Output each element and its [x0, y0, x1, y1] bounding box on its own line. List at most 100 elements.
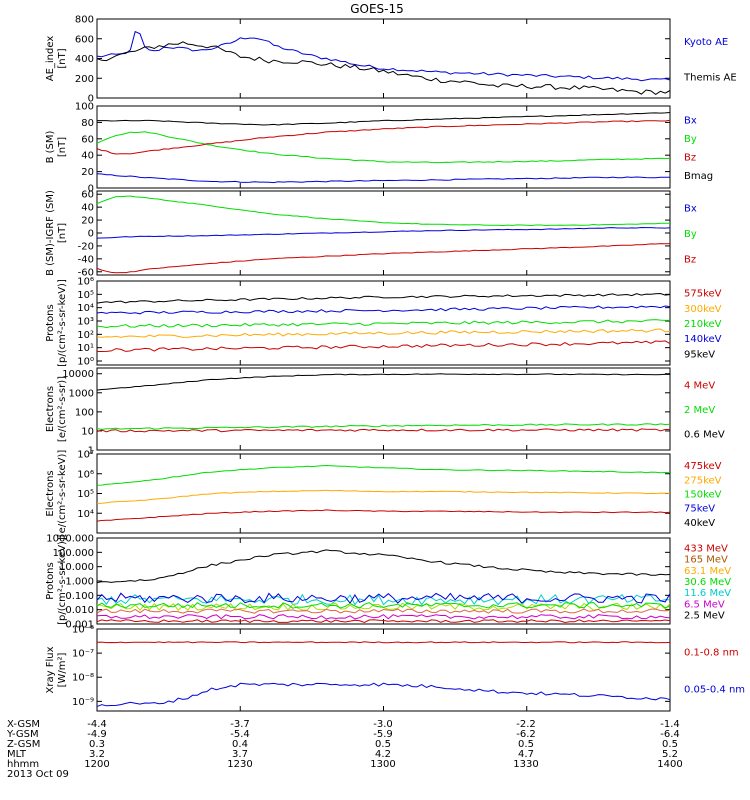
legend-label: 40keV — [684, 518, 715, 529]
panel-frame — [96, 537, 671, 625]
panel-protons1: 10⁰ 10¹ 10² 10³ 10⁴ 10⁵ 10⁶ Protons [p/(cm²-s-sr… — [45, 277, 722, 368]
y-tick-label: 80 — [81, 118, 94, 129]
panel-ae: 0 200 400 600 800 AE_index [nT] Kyoto AE Themis … — [45, 15, 737, 105]
footer-value: 4.7 — [518, 749, 534, 760]
legend-label: 210keV — [684, 319, 722, 330]
footer-row-label: X-GSM — [7, 719, 40, 730]
y-tick-label: 10.000 — [59, 562, 94, 573]
y-tick-label: 400 — [75, 54, 94, 65]
y-tick-label: 40 — [81, 151, 94, 162]
y-axis-label: Electrons — [45, 386, 56, 432]
y-tick-label: 10⁶ — [77, 469, 94, 480]
y-axis-label: AE_index — [45, 36, 56, 82]
y-tick-label: 10¹ — [77, 343, 94, 354]
footer-value: -5.4 — [230, 729, 250, 740]
footer-value: -6.4 — [660, 729, 680, 740]
panel-xray: 10⁻⁹ 10⁻⁸ 10⁻⁷ 10⁻⁶ Xray Flux [W/m²] 0.1-0.8 n… — [45, 625, 745, 712]
y-axis-label: B (SM) — [45, 130, 56, 163]
series-line-by — [96, 195, 670, 227]
footer-value: 0.4 — [232, 739, 248, 750]
legend-label: 0.6 MeV — [684, 430, 725, 441]
series-line-75kev — [96, 489, 671, 505]
y-tick-label: 0 — [88, 229, 94, 240]
panel-protons2: 0.001 0.010 0.100 1.000 10.000 100.000 1000.00… — [45, 534, 731, 631]
series-line-433b — [96, 619, 671, 624]
y-tick-label: 100 — [75, 407, 94, 418]
y-tick-label: 0 — [88, 94, 94, 105]
legend-label: Bz — [684, 254, 696, 265]
y-tick-label: 10⁻⁸ — [72, 673, 94, 684]
y-tick-label: 0.100 — [65, 591, 94, 602]
y-tick-label: 10⁻⁹ — [72, 697, 94, 708]
y-tick-label: 100.000 — [53, 548, 94, 559]
y-axis-label: B (SM)-IGRF (SM) — [45, 190, 56, 276]
series-line-140kev — [96, 328, 671, 338]
footer-date: 2013 Oct 09 — [7, 769, 69, 780]
series-line-bz — [96, 119, 671, 155]
y-tick-label: 10⁻⁷ — [72, 649, 94, 660]
y-axis-unit: [nT] — [57, 137, 68, 157]
y-tick-label: 1000.000 — [46, 534, 94, 545]
y-tick-label: 40 — [81, 203, 94, 214]
y-tick-label: 0 — [88, 184, 94, 195]
series-line-433-mev — [96, 614, 671, 620]
legend-label: By — [684, 229, 697, 240]
legend-label: 6.5 MeV — [684, 599, 725, 610]
y-tick-label: 200 — [75, 74, 94, 85]
series-line-150kev — [96, 509, 671, 522]
footer-value: 0.5 — [375, 739, 391, 750]
legend-label: 63.1 MeV — [684, 566, 731, 577]
panel-frame — [96, 367, 671, 451]
series-line-2-5-mev — [96, 549, 671, 584]
series-line-4-mev — [96, 428, 671, 433]
y-tick-label: 800 — [75, 15, 94, 26]
footer-value: -3.7 — [230, 719, 250, 730]
series-line-210kev — [96, 319, 671, 329]
y-tick-label: 1.000 — [65, 577, 94, 588]
series-line-bmag — [97, 112, 671, 126]
legend-label: 11.6 MeV — [684, 588, 731, 599]
panel-bigrf: -60 -40 -200 20 40 60 B (SM)-IGRF (SM) [nT] Bx By… — [45, 190, 697, 279]
footer-value: -4.9 — [87, 729, 107, 740]
series-line-6-5-mev — [96, 593, 671, 606]
y-axis-unit: [W/m²] — [57, 652, 68, 687]
y-tick-label: 10⁰ — [77, 357, 94, 368]
footer-value: -4.4 — [87, 719, 107, 730]
series-line-by — [96, 131, 671, 164]
y-tick-label: 100 — [75, 102, 94, 113]
y-axis-unit: [e/(cm²-s-sr-keV)] — [57, 450, 68, 538]
legend-label: Kyoto AE — [684, 37, 728, 48]
y-tick-label: 10⁷ — [77, 450, 94, 461]
legend-label: 2.5 MeV — [684, 610, 725, 621]
series-line-kyoto-ae — [96, 30, 671, 82]
series-line-300kev — [96, 305, 671, 315]
footer-row-label: Z-GSM — [7, 739, 40, 750]
y-tick-label: 10⁻⁶ — [72, 625, 94, 636]
y-tick-label: -60 — [78, 267, 94, 278]
legend-label: Themis AE — [683, 72, 737, 83]
y-tick-label: 10000 — [62, 369, 94, 380]
series-line-11-6-mev — [96, 592, 671, 604]
legend-label: 0.05-0.4 nm — [684, 685, 745, 696]
series-line-bx — [96, 173, 671, 184]
y-tick-label: 10⁵ — [77, 290, 94, 301]
y-tick-label: 0.010 — [65, 605, 94, 616]
series-line-0-6-mev — [96, 373, 671, 391]
y-axis-unit: [nT] — [57, 48, 68, 68]
series-line-95kev — [97, 340, 671, 352]
footer-value: 1300 — [370, 759, 395, 770]
series-line-575kev — [96, 292, 671, 304]
y-axis-unit: [p/(cm²-s-sr-keV)] — [57, 537, 68, 625]
series-line-themis-ae — [96, 41, 671, 96]
y-axis-unit: [e/(cm²-s-sr)] — [57, 376, 68, 442]
plot-title: GOES-15 — [350, 2, 404, 16]
y-tick-label: 0.001 — [65, 620, 94, 631]
footer-row-label: Y-GSM — [6, 729, 39, 740]
legend-label: 4 MeV — [684, 380, 715, 391]
footer-value: -6.2 — [516, 729, 536, 740]
y-tick-label: 10³ — [77, 317, 94, 328]
y-tick-label: 60 — [81, 134, 94, 145]
series-line-bz — [96, 243, 671, 274]
y-axis-unit: [p/(cm²-s-sr-keV)] — [57, 279, 68, 367]
